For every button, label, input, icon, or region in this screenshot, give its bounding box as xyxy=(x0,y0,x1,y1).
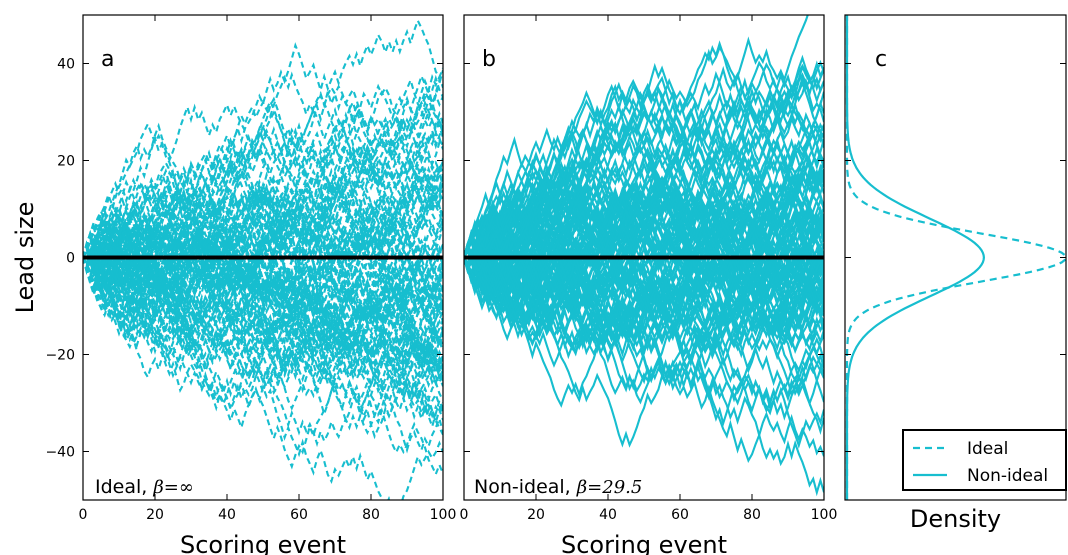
ticks-c xyxy=(845,63,1066,452)
annotation-a-text: Ideal, xyxy=(95,476,153,498)
y-tick-label: 0 xyxy=(66,251,75,267)
x-tick-label: 100 xyxy=(811,507,838,523)
series-non-ideal-walk xyxy=(464,253,824,343)
ticks-a: 0 20 40 60 80 100 xyxy=(79,15,457,523)
series-ideal-walk xyxy=(83,141,443,339)
series-ideal-walk xyxy=(83,237,443,396)
series-ideal-walk xyxy=(83,251,443,390)
x-tick-label: 20 xyxy=(146,507,164,523)
series-ideal-walk xyxy=(83,70,443,292)
density-curve-ideal xyxy=(845,15,1066,500)
series-ideal-walk xyxy=(83,239,443,500)
legend-box xyxy=(902,429,1067,491)
series-non-ideal-walk xyxy=(464,234,824,408)
x-axis-label-c: Density xyxy=(910,505,1001,533)
x-tick-label: 60 xyxy=(671,507,689,523)
y-tick-label: 20 xyxy=(57,154,75,170)
series-ideal-walk xyxy=(83,173,443,287)
panel-label-a: a xyxy=(101,47,114,72)
series-ideal-walk xyxy=(83,160,443,284)
series-ideal-walk xyxy=(83,221,443,477)
x-axis-label-a: Scoring event xyxy=(180,531,346,555)
series-ideal-walk xyxy=(83,257,443,381)
y-tick-label: −20 xyxy=(45,348,75,364)
series-ideal-walk xyxy=(83,89,443,276)
y-axis-label: Lead size xyxy=(11,202,39,314)
annotation-b-text: Non-ideal, xyxy=(474,476,577,498)
series-ideal-walk xyxy=(83,73,443,281)
series-non-ideal-walk xyxy=(464,210,824,338)
density-curve-non-ideal xyxy=(845,15,986,500)
panel-b: 0 20 40 60 80 100 b Non-ideal, β=29.5 Scoring… xyxy=(460,14,838,555)
legend: Ideal Non-ideal xyxy=(902,429,1067,491)
series-non-ideal-walk xyxy=(464,145,824,304)
series-non-ideal-walk xyxy=(464,183,824,329)
x-tick-label: 40 xyxy=(218,507,236,523)
series-ideal-walk xyxy=(83,169,443,285)
panel-a: 0 20 40 60 80 100 a Ideal, β=∞ Scoring event xyxy=(79,14,457,555)
series-ideal-walk xyxy=(83,245,443,419)
annotation-b-beta: β=29.5 xyxy=(576,477,643,498)
x-tick-label: 0 xyxy=(79,507,88,523)
series-ideal-walk xyxy=(83,126,443,261)
series-non-ideal-walk xyxy=(464,194,824,361)
series-ideal-walk xyxy=(83,221,443,322)
series-ideal-walk xyxy=(83,163,443,327)
x-tick-label: 80 xyxy=(362,507,380,523)
y-tick-label: 40 xyxy=(57,57,75,73)
series-ideal-walk xyxy=(83,18,443,258)
annotation-b: Non-ideal, β=29.5 xyxy=(474,476,642,498)
series-ideal-walk xyxy=(83,227,443,430)
series-ideal-walk xyxy=(83,74,443,267)
axes-frame-c xyxy=(844,14,1067,501)
series-non-ideal-walk xyxy=(464,59,824,258)
series-ideal-walk xyxy=(83,257,443,369)
series-ideal-walk xyxy=(83,215,443,344)
annotation-a-beta: β=∞ xyxy=(152,477,193,498)
x-tick-label: 100 xyxy=(430,507,457,523)
series-non-ideal-walk xyxy=(464,40,824,298)
legend-label-non-ideal: Non-ideal xyxy=(967,466,1048,486)
walks-b xyxy=(464,15,824,497)
series-ideal-walk xyxy=(83,256,443,470)
y-tick-labels: 40 20 0 −20 −40 xyxy=(45,57,75,461)
x-tick-label: 40 xyxy=(599,507,617,523)
panel-label-b: b xyxy=(482,47,496,72)
series-non-ideal-walk xyxy=(464,163,824,276)
series-ideal-walk xyxy=(83,137,443,283)
annotation-a: Ideal, β=∞ xyxy=(95,476,194,498)
panel-label-c: c xyxy=(875,47,887,72)
panel-c: c Density Ideal Non-ideal xyxy=(844,14,1067,533)
y-tick-label: −40 xyxy=(45,445,75,461)
x-tick-label: 0 xyxy=(460,507,469,523)
series-ideal-walk xyxy=(83,130,443,258)
x-axis-label-b: Scoring event xyxy=(561,531,727,555)
walks-a xyxy=(83,18,443,500)
series-ideal-walk xyxy=(83,104,443,258)
series-non-ideal-walk xyxy=(464,227,824,387)
x-tick-label: 80 xyxy=(743,507,761,523)
x-tick-label: 60 xyxy=(290,507,308,523)
series-non-ideal-walk xyxy=(464,98,824,274)
x-tick-label: 20 xyxy=(527,507,545,523)
series-ideal-walk xyxy=(83,210,443,337)
legend-label-ideal: Ideal xyxy=(967,439,1008,459)
ticks-b: 0 20 40 60 80 100 xyxy=(460,15,838,523)
